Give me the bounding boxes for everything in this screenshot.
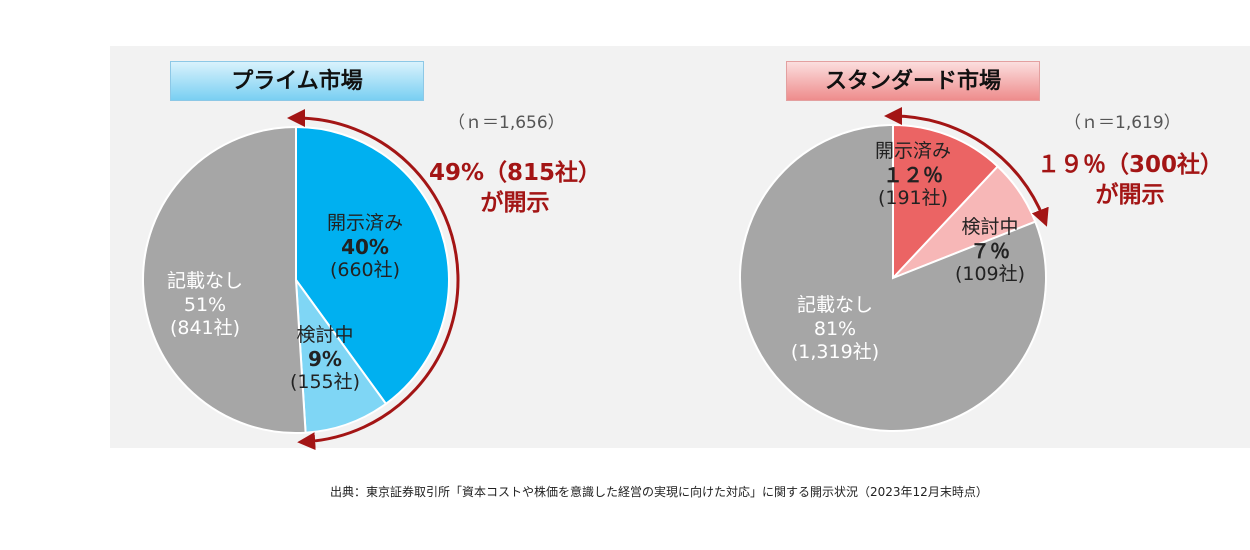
source-note: 出典：東京証券取引所「資本コストや株価を意識した経営の実現に向けた対応」に関する… (330, 485, 988, 499)
standard-disclosed-label: 開示済み １２％ (191社) (858, 140, 968, 210)
prime-market-title: プライム市場 (170, 61, 424, 101)
prime-disclosed-name: 開示済み (326, 212, 403, 234)
prime-sample-size: （ｎ＝1,656） (448, 113, 565, 133)
standard-considering-percent: ７％ (970, 239, 1010, 263)
prime-considering-count: (155社) (289, 371, 361, 393)
standard-summary-line2: が開示 (1095, 182, 1165, 208)
prime-disclosed-label: 開示済み 40% (660社) (300, 212, 430, 282)
standard-sample-size: （ｎ＝1,619） (1064, 113, 1181, 133)
standard-disclosure-arrow (884, 107, 1049, 227)
prime-disclosed-percent: 40% (341, 235, 389, 259)
prime-considering-percent: 9% (308, 347, 342, 371)
prime-none-count: (841社) (169, 317, 241, 339)
standard-none-count: (1,319社) (790, 341, 880, 363)
prime-disclosure-arrow (287, 109, 460, 451)
prime-none-name: 記載なし (166, 270, 243, 292)
prime-summary-line1: 49%（815社） (428, 160, 602, 186)
standard-considering-name: 検討中 (961, 216, 1019, 238)
standard-pie (739, 107, 1049, 432)
standard-disclosed-name: 開示済み (874, 140, 951, 162)
standard-market-title: スタンダード市場 (786, 61, 1040, 101)
standard-none-percent: 81% (813, 318, 857, 340)
prime-pie (142, 109, 460, 451)
standard-slice-none (739, 123, 1047, 432)
standard-considering-label: 検討中 ７％ (109社) (936, 216, 1044, 286)
standard-disclosure-summary: １９％（300社） が開示 (1020, 150, 1240, 210)
standard-none-name: 記載なし (796, 294, 873, 316)
prime-none-percent: 51% (183, 294, 227, 316)
standard-disclosed-count: (191社) (877, 187, 949, 209)
prime-disclosure-summary: 49%（815社） が開示 (410, 158, 620, 218)
standard-considering-count: (109社) (954, 263, 1026, 285)
standard-disclosed-percent: １２％ (883, 163, 943, 187)
prime-considering-name: 検討中 (296, 324, 354, 346)
prime-considering-label: 検討中 9% (155社) (270, 324, 380, 394)
prime-slice-disclosed (295, 125, 450, 406)
prime-disclosed-count: (660社) (329, 259, 401, 281)
prime-summary-line2: が開示 (480, 190, 550, 216)
standard-none-label: 記載なし 81% (1,319社) (770, 294, 900, 364)
prime-slice-none (142, 125, 307, 434)
prime-none-label: 記載なし 51% (841社) (150, 270, 260, 340)
standard-summary-line1: １９％（300社） (1036, 152, 1223, 178)
